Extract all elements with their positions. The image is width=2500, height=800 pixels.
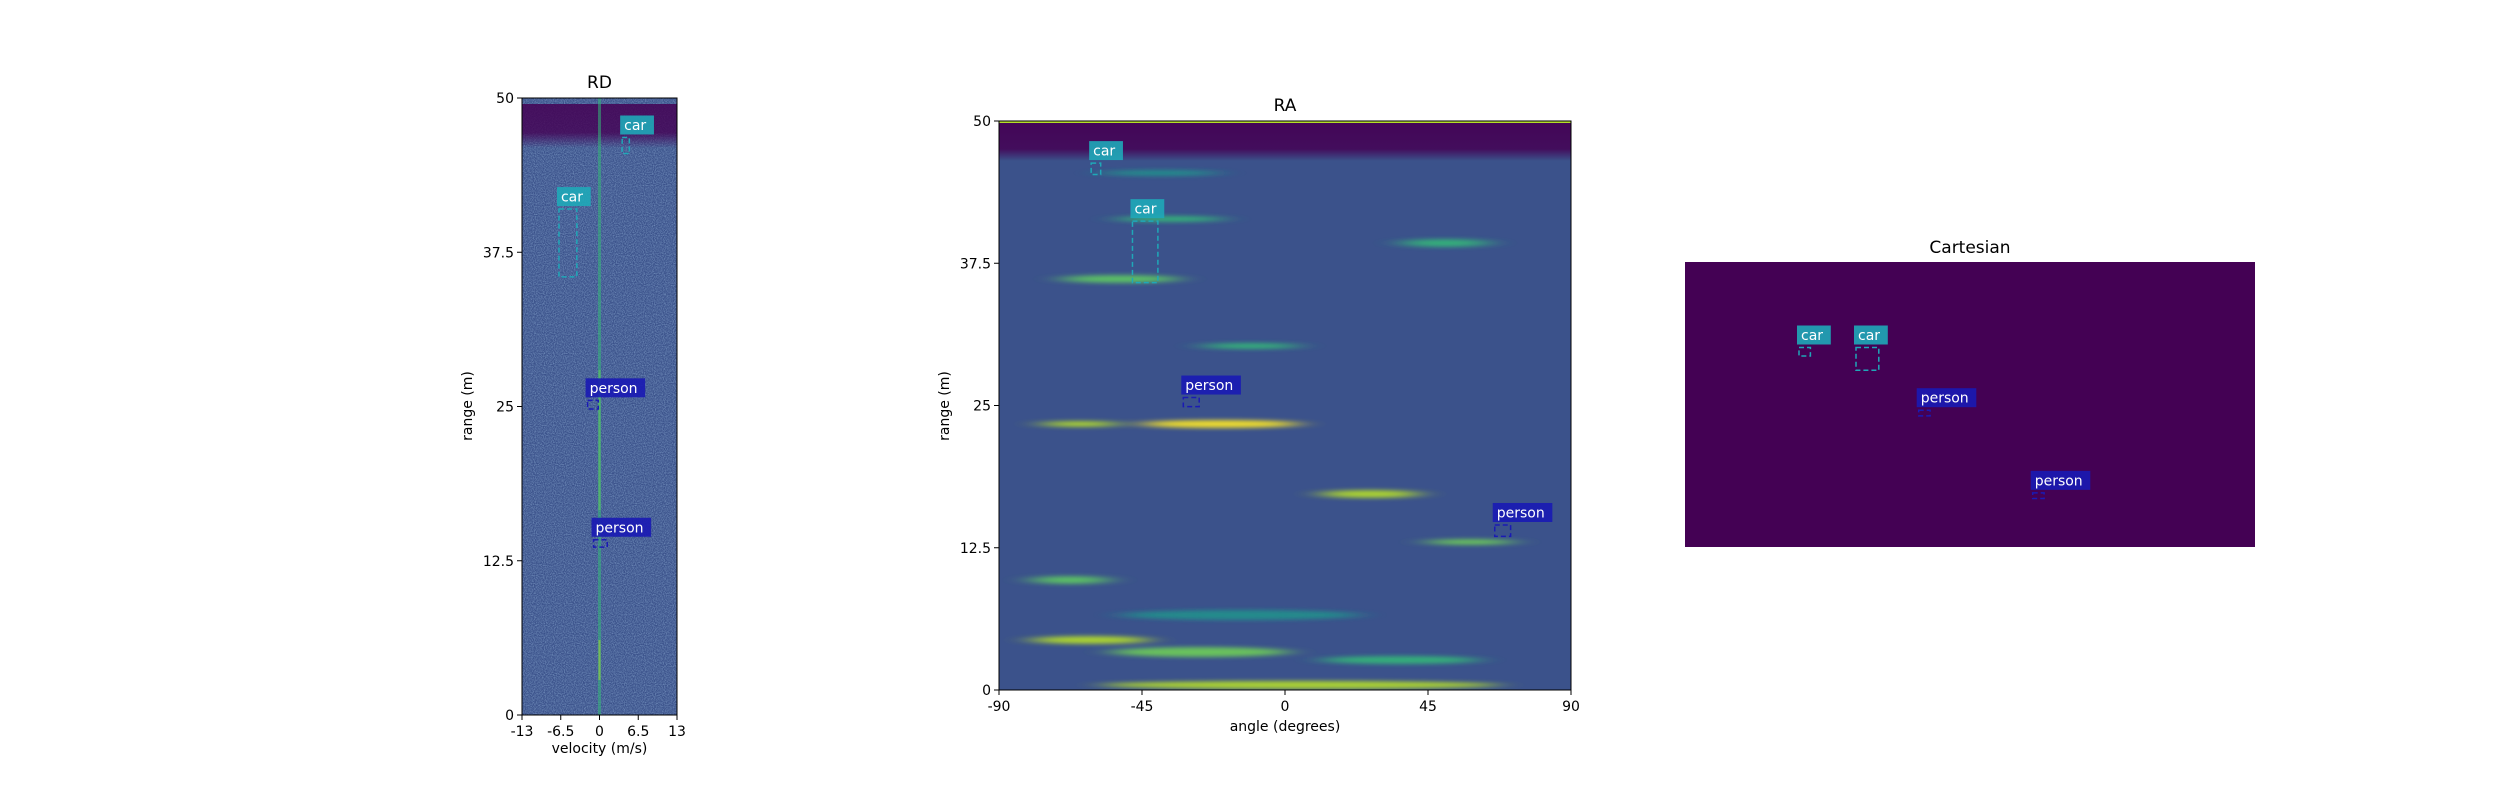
rd-annotation-person: person — [585, 378, 646, 410]
rd-label-bg — [556, 187, 591, 207]
rd-ytick-label: 12.5 — [483, 554, 514, 570]
ra-heatmap — [999, 121, 1571, 690]
rd-xtick-label: 6.5 — [627, 724, 649, 740]
rd-ytick-label: 50 — [496, 91, 514, 107]
ra-ytick-label: 50 — [973, 114, 991, 130]
rd-bbox — [621, 136, 631, 155]
cartesian-label-text: car — [1858, 328, 1880, 344]
cartesian-label-text: car — [1801, 328, 1823, 344]
cartesian-bbox — [1798, 346, 1812, 357]
ra-xtick-label: -90 — [988, 699, 1011, 715]
cartesian-annotation-car: car — [1797, 325, 1831, 357]
ra-bbox — [1090, 162, 1102, 176]
cartesian-label-text: person — [1921, 391, 1969, 407]
cartesian-bbox — [1855, 346, 1880, 372]
rd-label-bg — [591, 517, 652, 537]
ra-label-bg — [1130, 199, 1165, 219]
cartesian-panel: Cartesian car car person person — [1685, 238, 2255, 547]
rd-annotation-car: car — [556, 187, 591, 278]
rd-bbox — [592, 539, 608, 548]
ra-title: RA — [1274, 96, 1297, 116]
ra-ticks: -90 -45 0 45 90 0 12.5 25 37.5 50 — [960, 114, 1580, 715]
ra-label-bg — [1181, 375, 1241, 395]
rd-label-text: person — [596, 520, 644, 536]
ra-label-text: person — [1185, 378, 1233, 394]
ra-label-bg — [1492, 502, 1553, 522]
rd-title: RD — [587, 73, 612, 93]
cartesian-label-bg — [1797, 325, 1831, 345]
rd-xlabel: velocity (m/s) — [552, 741, 648, 757]
rd-xtick-label: 13 — [668, 724, 686, 740]
ra-annotation-car: car — [1089, 141, 1123, 176]
ra-bbox — [1493, 524, 1512, 538]
rd-bbox — [558, 208, 578, 278]
rd-xtick-label: 0 — [595, 724, 604, 740]
ra-bbox — [1182, 396, 1200, 408]
cartesian-title: Cartesian — [1929, 238, 2010, 258]
cartesian-label-bg — [1916, 388, 1977, 408]
ra-annotation-car: car — [1130, 199, 1165, 284]
rd-label-text: car — [561, 190, 583, 206]
ra-ytick-label: 0 — [982, 683, 991, 699]
cartesian-annotations: car car person person — [1797, 325, 2091, 500]
ra-ytick-label: 25 — [973, 399, 991, 415]
rd-label-text: car — [624, 118, 646, 134]
cartesian-label-bg — [1854, 325, 1888, 345]
ra-xtick-label: 0 — [1281, 699, 1290, 715]
ra-xlabel: angle (degrees) — [1230, 719, 1341, 735]
rd-bbox — [586, 399, 600, 410]
rd-annotation-person: person — [591, 517, 652, 548]
ra-ytick-label: 37.5 — [960, 256, 991, 272]
ra-annotation-person: person — [1492, 502, 1553, 538]
rd-panel: RD car car person person -13 -6.5 0 6.5 13 0 12.5… — [460, 73, 686, 757]
ra-label-text: person — [1497, 505, 1545, 521]
ra-ytick-label: 12.5 — [960, 541, 991, 557]
cartesian-annotation-car: car — [1854, 325, 1888, 372]
cartesian-annotation-person: person — [1916, 388, 1977, 417]
ra-label-bg — [1089, 141, 1123, 161]
ra-xtick-label: 45 — [1419, 699, 1437, 715]
ra-xtick-label: 90 — [1562, 699, 1580, 715]
cartesian-label-bg — [2030, 470, 2091, 490]
ra-label-text: car — [1134, 202, 1156, 218]
rd-label-bg — [585, 378, 646, 398]
rd-annotation-car: car — [620, 115, 654, 155]
rd-ytick-label: 0 — [505, 708, 514, 724]
rd-xtick-label: -13 — [511, 724, 534, 740]
rd-ytick-label: 37.5 — [483, 245, 514, 261]
rd-ticks: -13 -6.5 0 6.5 13 0 12.5 25 37.5 50 — [483, 91, 686, 740]
cartesian-label-text: person — [2035, 473, 2083, 489]
ra-label-text: car — [1093, 144, 1115, 160]
rd-ytick-label: 25 — [496, 400, 514, 416]
cartesian-annotation-person: person — [2030, 470, 2091, 500]
ra-annotation-person: person — [1181, 375, 1241, 408]
rd-ylabel: range (m) — [460, 371, 476, 441]
rd-xtick-label: -6.5 — [547, 724, 574, 740]
rd-label-text: person — [590, 381, 638, 397]
ra-annotations: car car person person — [1089, 141, 1553, 538]
ra-ylabel: range (m) — [937, 371, 953, 441]
ra-bbox — [1131, 220, 1159, 284]
rd-heatmap — [522, 98, 677, 715]
ra-xtick-label: -45 — [1131, 699, 1154, 715]
rd-annotations: car car person person — [556, 115, 654, 548]
rd-label-bg — [620, 115, 654, 135]
